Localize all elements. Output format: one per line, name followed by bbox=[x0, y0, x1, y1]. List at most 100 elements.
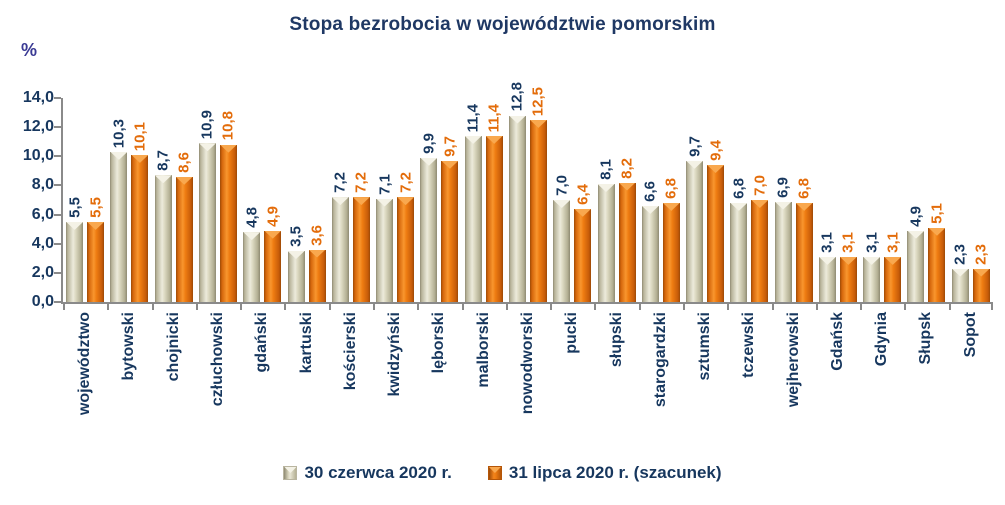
value-label: 6,8 bbox=[795, 178, 813, 199]
bar-top-bevel bbox=[308, 249, 326, 258]
category-label: kwidzyński bbox=[386, 312, 404, 397]
value-label: 11,4 bbox=[485, 103, 503, 132]
bar-series2: 3,6 bbox=[308, 225, 326, 302]
bar-series2: 10,8 bbox=[219, 111, 237, 302]
bar-series2: 3,1 bbox=[884, 232, 902, 302]
value-label: 6,9 bbox=[774, 176, 792, 198]
bar-top-bevel bbox=[818, 256, 836, 265]
value-label: 3,1 bbox=[863, 231, 881, 253]
category-label: Sopot bbox=[961, 312, 979, 358]
bar-top-bevel bbox=[243, 232, 261, 241]
y-axis-tick bbox=[54, 213, 61, 216]
category-label-cell: słupski bbox=[594, 312, 638, 454]
value-label: 6,8 bbox=[662, 178, 680, 199]
bar-top-bevel bbox=[175, 176, 193, 185]
x-axis-tick bbox=[328, 304, 331, 310]
category-group: 10,3 10,1 bbox=[107, 98, 151, 302]
bar-series2: 4,9 bbox=[264, 206, 282, 302]
category-label-cell: kwidzyński bbox=[373, 312, 417, 454]
bar-series1: 6,6 bbox=[641, 181, 659, 302]
bar-top-bevel bbox=[485, 135, 503, 144]
category-label: chojnicki bbox=[164, 312, 182, 382]
value-label: 3,1 bbox=[818, 231, 836, 253]
x-axis-tick bbox=[550, 304, 553, 310]
bar-top-bevel bbox=[863, 256, 881, 265]
bar-series1: 2,3 bbox=[951, 244, 969, 302]
category-group: 6,6 6,8 bbox=[639, 98, 683, 302]
category-label-cell: starogardzki bbox=[639, 312, 683, 454]
category-label: gdański bbox=[253, 312, 271, 373]
x-axis-tick bbox=[284, 304, 287, 310]
value-label: 10,8 bbox=[219, 111, 237, 141]
value-label: 6,8 bbox=[730, 178, 748, 199]
bar-series1: 10,9 bbox=[198, 110, 216, 302]
x-axis-tick bbox=[240, 304, 243, 310]
value-label: 10,3 bbox=[110, 118, 128, 148]
category-label-cell: człuchowski bbox=[196, 312, 240, 454]
category-group: 11,4 11,4 bbox=[462, 98, 506, 302]
bar-series1: 6,8 bbox=[730, 178, 748, 302]
bar-series1: 7,2 bbox=[331, 172, 349, 302]
category-label-cell: województwo bbox=[63, 312, 107, 454]
bar-top-bevel bbox=[287, 251, 305, 259]
y-axis-tick-label: 12,0 bbox=[22, 118, 54, 136]
value-label: 3,1 bbox=[884, 231, 902, 253]
bars-layer: 5,5 5,5 10,3 10,1 8,7 8,6 10,9 10,8 4,8 4,9 3,5 3,6… bbox=[63, 82, 993, 302]
bar-top-bevel bbox=[597, 184, 615, 192]
bar-top-bevel bbox=[87, 221, 105, 230]
value-label: 4,9 bbox=[264, 205, 282, 227]
x-axis-tick bbox=[372, 304, 375, 310]
category-label-cell: Słupsk bbox=[904, 312, 948, 454]
bar-series1: 3,1 bbox=[863, 232, 881, 302]
category-group: 4,8 4,9 bbox=[240, 98, 284, 302]
category-label: człuchowski bbox=[208, 312, 226, 407]
category-label: nowodworski bbox=[518, 312, 536, 415]
bar-series1: 9,7 bbox=[686, 136, 704, 302]
x-axis-tick bbox=[151, 304, 154, 310]
legend-label-july: 31 lipca 2020 r. (szacunek) bbox=[508, 463, 722, 482]
legend-label-june: 30 czerwca 2020 r. bbox=[304, 463, 452, 482]
value-label: 9,4 bbox=[707, 140, 725, 161]
bar-top-bevel bbox=[352, 197, 370, 206]
value-label: 2,3 bbox=[972, 243, 990, 265]
bar-series1: 12,8 bbox=[508, 82, 526, 302]
bar-series1: 4,9 bbox=[907, 206, 925, 302]
y-axis-tick bbox=[54, 271, 61, 274]
category-group: 3,1 3,1 bbox=[860, 98, 904, 302]
x-axis-tick bbox=[107, 304, 110, 310]
bar-top-bevel bbox=[397, 197, 415, 206]
bar-series1: 8,7 bbox=[154, 150, 172, 302]
bar-series1: 11,4 bbox=[464, 104, 482, 302]
value-label: 3,5 bbox=[287, 226, 305, 247]
bar-series2: 12,5 bbox=[529, 87, 547, 302]
bar-top-bevel bbox=[928, 227, 946, 236]
bar-top-bevel bbox=[508, 115, 526, 124]
y-axis-tick bbox=[54, 126, 61, 129]
x-axis-tick bbox=[195, 304, 198, 310]
bar-top-bevel bbox=[972, 268, 990, 277]
x-axis-category-labels: województwo bytowski chojnicki człuchowski g… bbox=[63, 312, 993, 454]
x-axis-tick bbox=[771, 304, 774, 310]
category-label: tczewski bbox=[740, 312, 758, 378]
bar-series2: 6,8 bbox=[662, 178, 680, 302]
category-group: 8,7 8,6 bbox=[152, 98, 196, 302]
category-label: bytowski bbox=[120, 312, 138, 381]
category-label: lęborski bbox=[430, 312, 448, 374]
bar-series1: 3,5 bbox=[287, 226, 305, 302]
bar-top-bevel bbox=[951, 268, 969, 277]
bar-top-bevel bbox=[774, 201, 792, 210]
y-axis-tick bbox=[54, 301, 61, 303]
bar-series1: 9,9 bbox=[420, 133, 438, 302]
category-label-cell: Gdynia bbox=[860, 312, 904, 454]
category-label-cell: wejherowski bbox=[772, 312, 816, 454]
bar-top-bevel bbox=[131, 154, 149, 163]
category-group: 3,5 3,6 bbox=[284, 98, 328, 302]
bar-series2: 3,1 bbox=[839, 232, 857, 302]
bar-top-bevel bbox=[839, 256, 857, 265]
value-label: 7,2 bbox=[331, 172, 349, 194]
category-label: malborski bbox=[474, 312, 492, 388]
value-label: 7,1 bbox=[376, 173, 394, 195]
legend-swatch-july-icon bbox=[487, 466, 502, 480]
bar-top-bevel bbox=[529, 119, 547, 128]
